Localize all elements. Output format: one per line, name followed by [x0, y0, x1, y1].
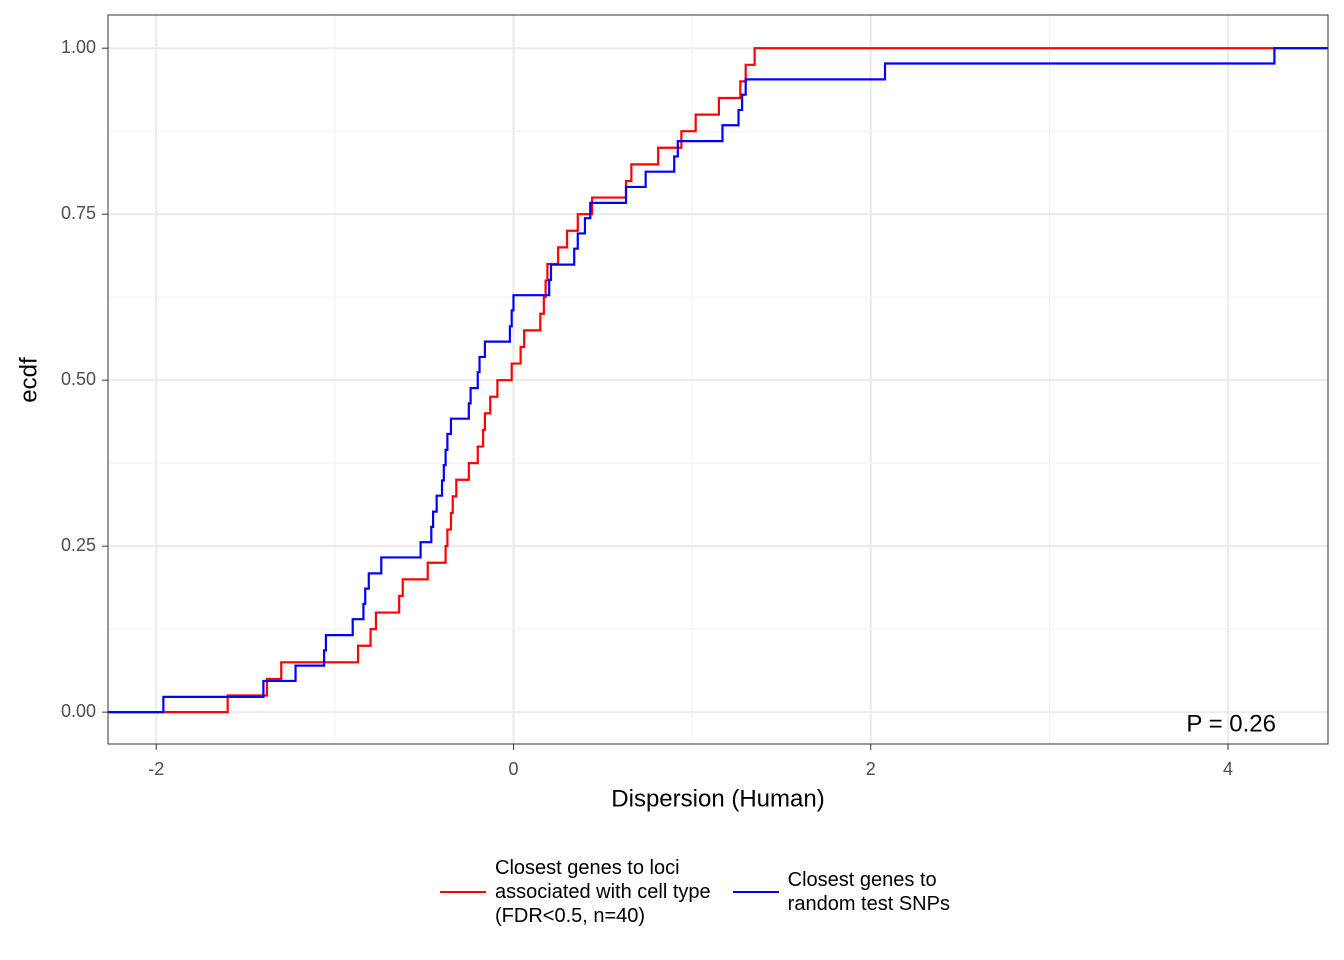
legend-label: Closest genes to loci associated with ce… — [495, 857, 711, 927]
y-axis-title: ecdf — [15, 357, 42, 403]
annotation: P = 0.26 — [1186, 710, 1276, 737]
x-tick-label: 0 — [508, 759, 518, 779]
legend-item: Closest genes to random test SNPs — [732, 868, 950, 916]
y-tick-label: 0.50 — [61, 369, 96, 389]
legend-key — [732, 890, 779, 894]
legend-label: Closest genes to random test SNPs — [787, 869, 950, 915]
panel-border — [107, 14, 1329, 745]
legend-item: Closest genes to loci associated with ce… — [440, 856, 711, 928]
y-tick-label: 0.75 — [61, 203, 96, 223]
legend: Closest genes to loci associated with ce… — [440, 856, 950, 928]
x-axis-title: Dispersion (Human) — [611, 785, 824, 812]
y-tick-label: 1.00 — [61, 37, 96, 57]
y-tick-label: 0.25 — [61, 535, 96, 555]
chart: Dispersion (Human) ecdf -2 0 2 4 0.00 0.25 0.5… — [15, 14, 1329, 812]
y-tick-label: 0.00 — [61, 701, 96, 721]
x-tick-label: 4 — [1223, 759, 1233, 779]
ecdf-line — [108, 47, 1328, 714]
ecdf-line — [108, 47, 1328, 714]
x-tick-label: 2 — [866, 759, 876, 779]
legend-key — [440, 890, 486, 894]
x-tick-label: -2 — [148, 759, 164, 779]
